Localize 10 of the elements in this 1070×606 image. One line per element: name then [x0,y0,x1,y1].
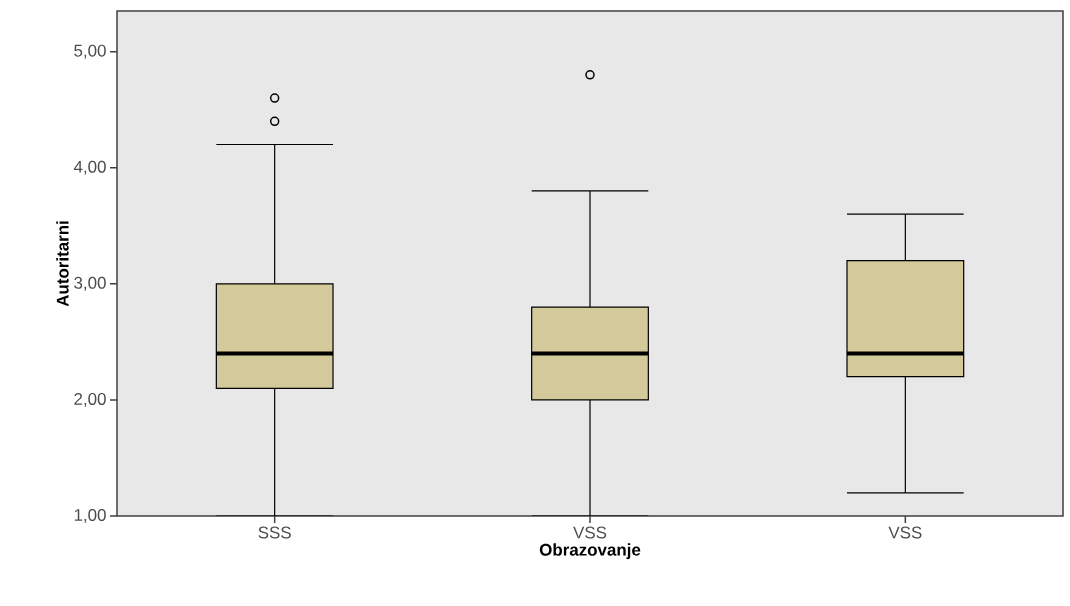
x-tick-label: VSS [573,526,607,539]
y-axis-title: Autoritarni [56,221,69,307]
x-tick-label: SSS [258,526,291,539]
x-tick-label: VSS [888,526,922,539]
y-tick-label: 5,00 [74,44,106,59]
y-tick-label: 2,00 [74,392,106,407]
x-axis-title: Obrazovanje [539,543,641,560]
y-tick-label: 3,00 [74,276,106,291]
y-tick-label: 4,00 [73,160,106,175]
y-tick-label: 1,00 [74,509,106,523]
